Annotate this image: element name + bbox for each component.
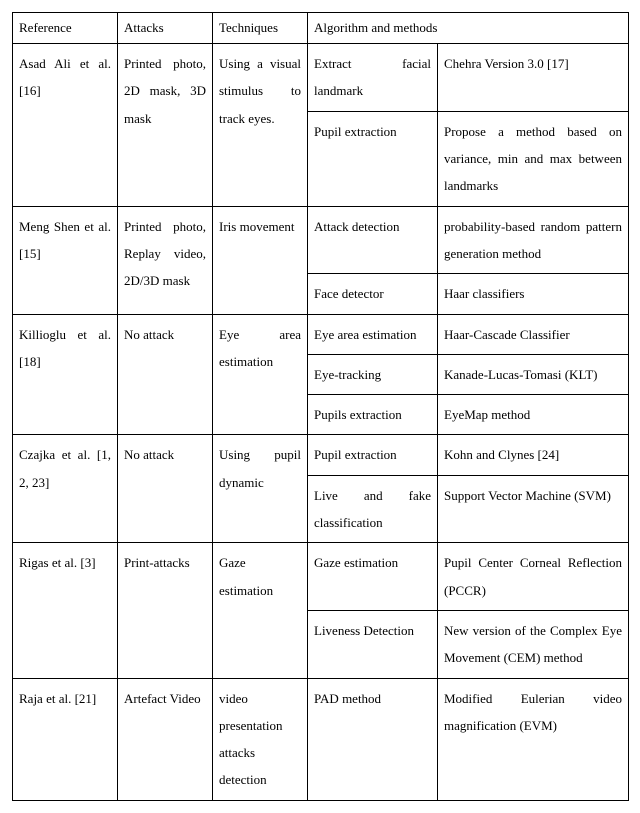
cell-techniques: Gaze estimation	[213, 543, 308, 678]
cell-reference: Killioglu et al. [18]	[13, 314, 118, 435]
cell-reference: Asad Ali et al. [16]	[13, 44, 118, 206]
cell-techniques: Using pupil dynamic	[213, 435, 308, 543]
cell-algo-method: Modified Eulerian video magnification (E…	[438, 678, 629, 800]
cell-attacks: No attack	[118, 314, 213, 435]
cell-algo-name: Liveness Detection	[308, 610, 438, 678]
cell-algo-method: Kanade-Lucas-Tomasi (KLT)	[438, 354, 629, 394]
cell-algo-name: Pupils extraction	[308, 395, 438, 435]
cell-algo-method: Chehra Version 3.0 [17]	[438, 44, 629, 112]
cell-techniques: Using a visual stimulus to track eyes.	[213, 44, 308, 206]
cell-algo-name: Extract facial landmark	[308, 44, 438, 112]
cell-algo-method: Haar-Cascade Classifier	[438, 314, 629, 354]
table-row: Czajka et al. [1, 2, 23] No attack Using…	[13, 435, 629, 475]
header-row: Reference Attacks Techniques Algorithm a…	[13, 13, 629, 44]
cell-algo-name: Pupil extraction	[308, 111, 438, 206]
table-row: Meng Shen et al. [15] Printed photo, Rep…	[13, 206, 629, 274]
col-reference: Reference	[13, 13, 118, 44]
cell-algo-method: New version of the Complex Eye Movement …	[438, 610, 629, 678]
cell-attacks: Artefact Video	[118, 678, 213, 800]
table-row: Raja et al. [21] Artefact Video video pr…	[13, 678, 629, 800]
cell-reference: Czajka et al. [1, 2, 23]	[13, 435, 118, 543]
cell-techniques: Iris movement	[213, 206, 308, 314]
cell-reference: Raja et al. [21]	[13, 678, 118, 800]
table-row: Rigas et al. [3] Print-attacks Gaze esti…	[13, 543, 629, 611]
cell-reference: Rigas et al. [3]	[13, 543, 118, 678]
cell-algo-method: Haar classifiers	[438, 274, 629, 314]
cell-algo-name: Pupil extraction	[308, 435, 438, 475]
cell-algo-method: Propose a method based on variance, min …	[438, 111, 629, 206]
cell-algo-name: Gaze estimation	[308, 543, 438, 611]
comparison-table: Reference Attacks Techniques Algorithm a…	[12, 12, 629, 801]
table-row: Asad Ali et al. [16] Printed photo, 2D m…	[13, 44, 629, 112]
col-attacks: Attacks	[118, 13, 213, 44]
cell-attacks: Printed photo, 2D mask, 3D mask	[118, 44, 213, 206]
cell-attacks: Print-attacks	[118, 543, 213, 678]
col-techniques: Techniques	[213, 13, 308, 44]
cell-attacks: Printed photo, Replay video, 2D/3D mask	[118, 206, 213, 314]
cell-algo-name: Attack detection	[308, 206, 438, 274]
cell-techniques: Eye area estimation	[213, 314, 308, 435]
cell-algo-method: probability-based random pattern generat…	[438, 206, 629, 274]
cell-attacks: No attack	[118, 435, 213, 543]
cell-algo-name: Eye-tracking	[308, 354, 438, 394]
cell-algo-name: Face detector	[308, 274, 438, 314]
col-algorithm-methods: Algorithm and methods	[308, 13, 629, 44]
table-row: Killioglu et al. [18] No attack Eye area…	[13, 314, 629, 354]
cell-reference: Meng Shen et al. [15]	[13, 206, 118, 314]
cell-algo-method: Kohn and Clynes [24]	[438, 435, 629, 475]
cell-algo-name: Eye area estimation	[308, 314, 438, 354]
cell-algo-name: Live and fake classification	[308, 475, 438, 543]
cell-techniques: video presentation attacks detection	[213, 678, 308, 800]
cell-algo-method: Pupil Center Corneal Reflection (PCCR)	[438, 543, 629, 611]
cell-algo-name: PAD method	[308, 678, 438, 800]
cell-algo-method: Support Vector Machine (SVM)	[438, 475, 629, 543]
cell-algo-method: EyeMap method	[438, 395, 629, 435]
